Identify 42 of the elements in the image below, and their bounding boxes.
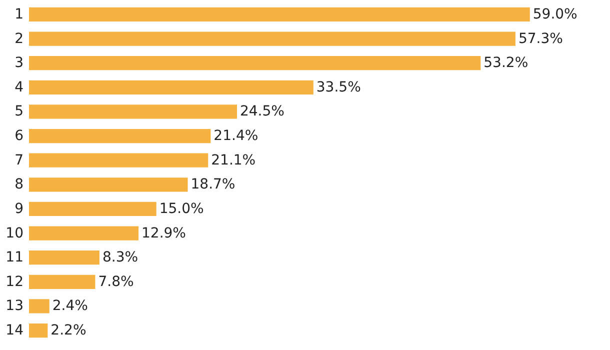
- bar: [29, 202, 156, 216]
- y-tick-label: 11: [6, 250, 24, 266]
- data-label: 8.3%: [102, 250, 138, 266]
- data-label: 18.7%: [190, 176, 236, 193]
- y-tick-label: 13: [6, 298, 24, 314]
- y-tick-label: 7: [14, 152, 24, 168]
- y-tick-label: 6: [14, 128, 24, 144]
- y-tick-label: 3: [14, 55, 24, 72]
- bar: [29, 178, 188, 192]
- data-label: 2.2%: [50, 322, 86, 339]
- data-label: 12.9%: [142, 225, 186, 242]
- data-label: 24.5%: [240, 104, 284, 120]
- bar: [29, 32, 516, 46]
- y-tick-label: 9: [14, 200, 24, 217]
- data-label: 21.1%: [211, 152, 256, 168]
- bar: [29, 153, 208, 168]
- data-label: 57.3%: [518, 30, 563, 47]
- y-tick-label: 1: [14, 6, 24, 22]
- bar: [29, 104, 237, 119]
- bar: [29, 80, 314, 94]
- bar: [29, 323, 48, 338]
- data-label: 59.0%: [532, 6, 578, 22]
- data-label: 7.8%: [98, 274, 134, 290]
- data-label: 53.2%: [484, 55, 528, 72]
- bar: [29, 274, 96, 289]
- y-tick-label: 10: [6, 225, 24, 242]
- y-tick-label: 5: [14, 104, 24, 120]
- bar: [29, 7, 530, 22]
- y-tick-label: 4: [14, 79, 24, 96]
- data-label: 33.5%: [316, 79, 361, 96]
- y-tick-label: 14: [6, 322, 24, 339]
- y-tick-label: 8: [14, 176, 24, 193]
- y-tick-label: 12: [6, 274, 24, 290]
- bar: [29, 128, 211, 144]
- bar: [29, 299, 50, 314]
- bar: [29, 56, 481, 70]
- bar: [29, 250, 100, 265]
- data-label: 15.0%: [159, 200, 204, 217]
- bar: [29, 226, 139, 240]
- data-label: 2.4%: [52, 298, 88, 314]
- data-label: 21.4%: [214, 128, 258, 144]
- y-tick-label: 2: [14, 30, 24, 47]
